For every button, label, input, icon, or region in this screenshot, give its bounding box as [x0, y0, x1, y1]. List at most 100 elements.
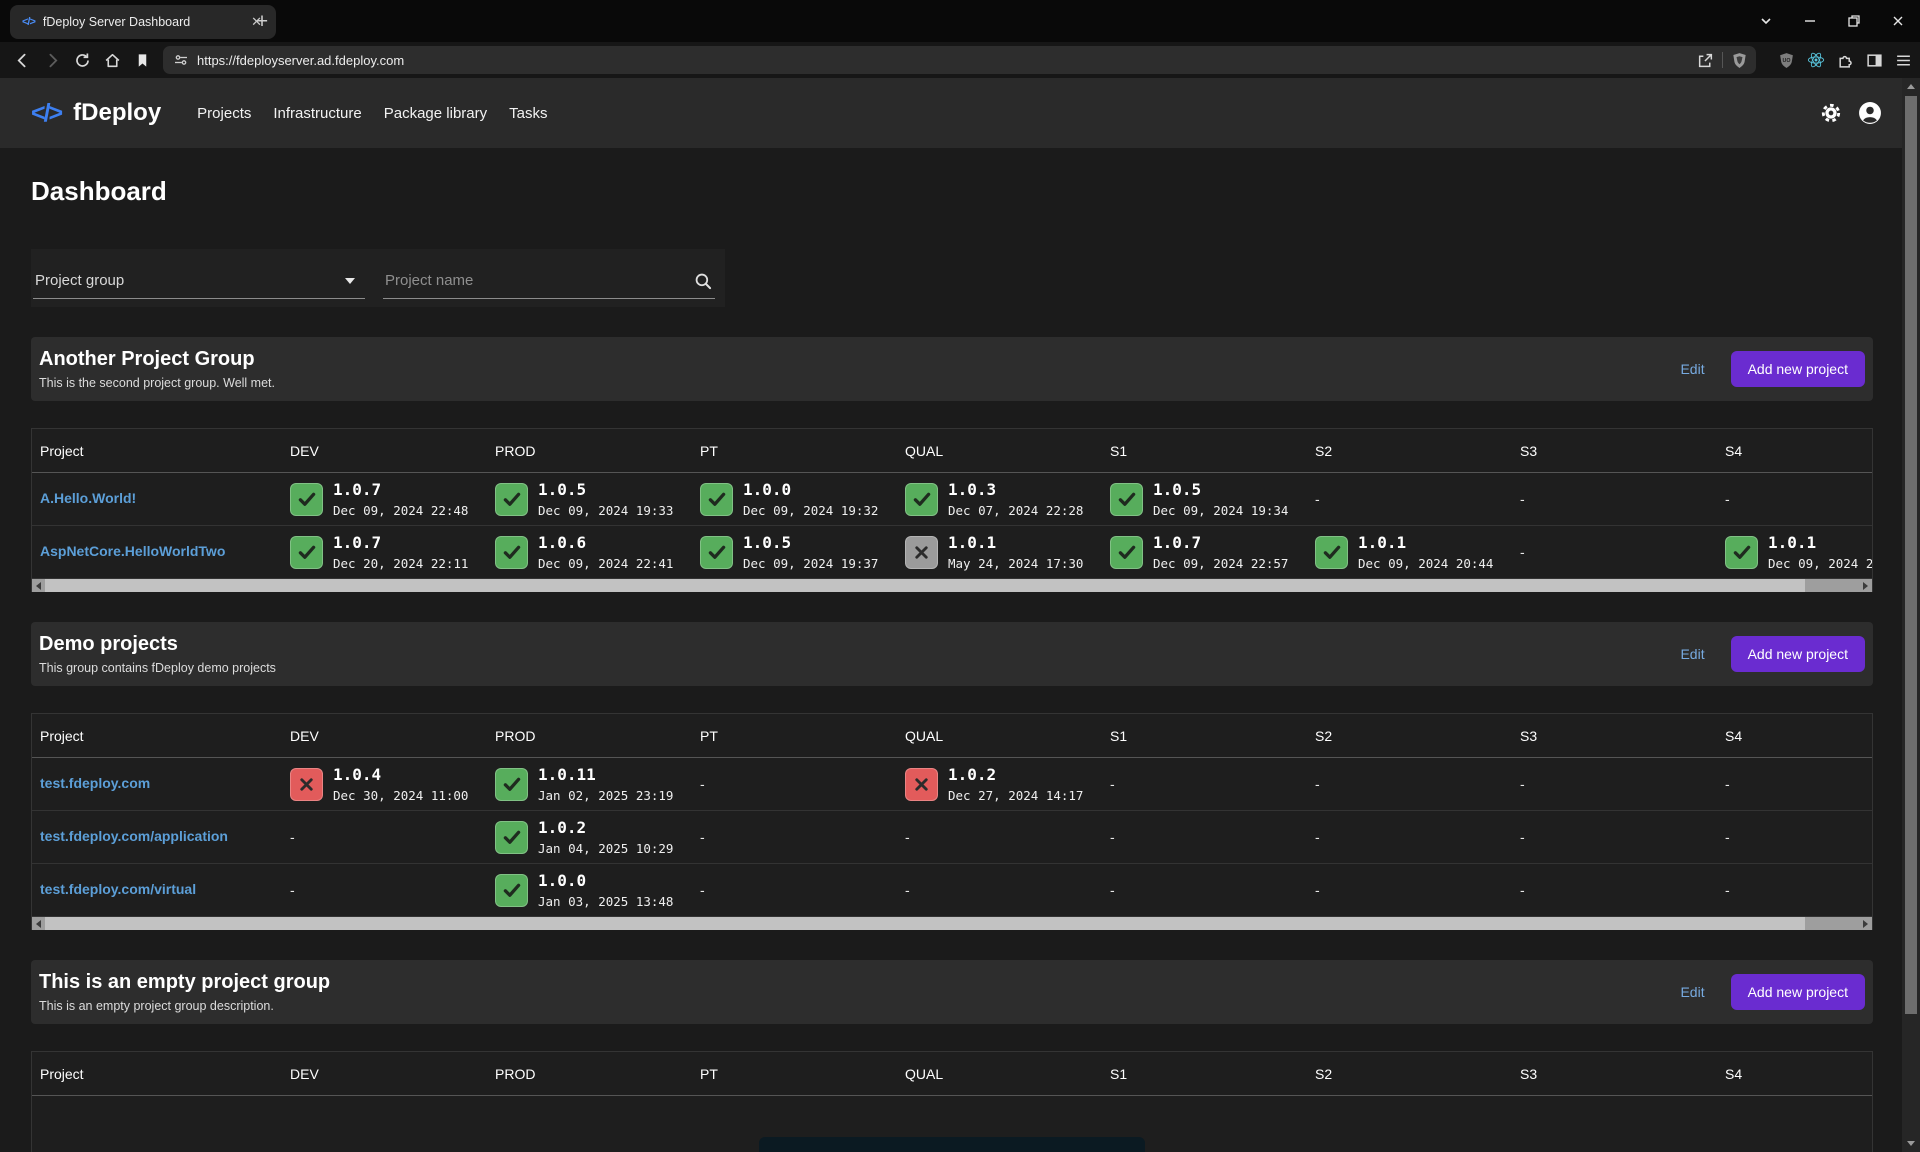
- page: </> fDeploy Projects Infrastructure Packag…: [0, 78, 1920, 1152]
- table-viewport: ProjectDEVPRODPTQUALS1S2S3S4 test.fdeplo…: [32, 714, 1872, 917]
- browser-toolbar: https://fdeployserver.ad.fdeploy.com UO: [0, 42, 1920, 78]
- status-icon: [495, 483, 528, 516]
- deploy-date: Dec 09, 2024 19:37: [743, 556, 878, 571]
- deploy-date: Jan 03, 2025 13:48: [538, 894, 673, 909]
- extensions-puzzle-icon[interactable]: [1837, 52, 1854, 69]
- edit-link[interactable]: Edit: [1680, 984, 1704, 1000]
- env-status-cell: -: [1725, 829, 1872, 845]
- deploy-date: Jan 04, 2025 10:29: [538, 841, 673, 856]
- env-status-cell: 1.0.5 Dec 09, 2024 19:37: [700, 533, 905, 571]
- scroll-up-arrow-icon[interactable]: [1907, 84, 1915, 89]
- scroll-left-arrow-icon[interactable]: [32, 579, 45, 592]
- url-bar[interactable]: https://fdeployserver.ad.fdeploy.com: [163, 46, 1756, 74]
- env-status-cell: -: [1520, 882, 1725, 898]
- edit-link[interactable]: Edit: [1680, 646, 1704, 662]
- nav-item-infrastructure[interactable]: Infrastructure: [273, 101, 361, 126]
- env-status-cell: 1.0.11 Jan 02, 2025 23:19: [495, 765, 700, 803]
- project-link[interactable]: test.fdeploy.com/application: [40, 828, 228, 844]
- column-header-s1: S1: [1110, 728, 1315, 744]
- project-group-select[interactable]: Project group: [33, 255, 365, 299]
- version-label: 1.0.0: [538, 871, 673, 890]
- url-text[interactable]: https://fdeployserver.ad.fdeploy.com: [197, 53, 1697, 68]
- sidebar-icon[interactable]: [1866, 52, 1883, 69]
- window-controls: [1744, 0, 1920, 42]
- scroll-right-arrow-icon[interactable]: [1859, 917, 1872, 930]
- column-header-pt: PT: [700, 1066, 905, 1082]
- close-window-button[interactable]: [1876, 0, 1920, 42]
- brand[interactable]: </> fDeploy: [31, 99, 161, 128]
- brave-shield-icon[interactable]: [1731, 52, 1748, 69]
- deploy-date: Dec 09, 2024 20:44: [1768, 556, 1872, 571]
- bookmark-icon[interactable]: [128, 46, 156, 74]
- column-header-project: Project: [40, 728, 290, 744]
- page-vertical-scrollbar[interactable]: [1902, 78, 1920, 1152]
- tab-list-chevron-icon[interactable]: [1744, 0, 1788, 42]
- nav-item-projects[interactable]: Projects: [197, 101, 251, 126]
- no-deployment-dash: -: [1725, 491, 1730, 507]
- minimize-button[interactable]: [1788, 0, 1832, 42]
- info-alert: [759, 1137, 1145, 1152]
- project-link[interactable]: AspNetCore.HelloWorldTwo: [40, 543, 225, 559]
- app-header: </> fDeploy Projects Infrastructure Packag…: [0, 78, 1920, 148]
- project-link[interactable]: A.Hello.World!: [40, 490, 136, 506]
- version-label: 1.0.4: [333, 765, 468, 784]
- table-horizontal-scrollbar[interactable]: [32, 917, 1872, 930]
- home-button[interactable]: [98, 46, 126, 74]
- env-status-cell: -: [1110, 776, 1315, 792]
- check-icon: [501, 488, 523, 510]
- browser-tab[interactable]: </> fDeploy Server Dashboard ✕: [10, 5, 276, 39]
- back-button[interactable]: [8, 46, 36, 74]
- site-permissions-icon[interactable]: [173, 52, 189, 68]
- status-icon: [1110, 483, 1143, 516]
- scroll-down-arrow-icon[interactable]: [1907, 1141, 1915, 1146]
- version-label: 1.0.7: [1153, 533, 1288, 552]
- env-status-cell: -: [1315, 829, 1520, 845]
- new-tab-button[interactable]: +: [248, 8, 276, 36]
- table-horizontal-scrollbar[interactable]: [32, 579, 1872, 592]
- status-icon: [700, 483, 733, 516]
- table-header-row: ProjectDEVPRODPTQUALS1S2S3S4: [32, 429, 1872, 473]
- version-label: 1.0.2: [538, 818, 673, 837]
- horizontal-scroll-thumb[interactable]: [45, 579, 1805, 592]
- column-header-s4: S4: [1725, 443, 1872, 459]
- column-header-s3: S3: [1520, 1066, 1725, 1082]
- nav-item-tasks[interactable]: Tasks: [509, 101, 547, 126]
- env-status-cell: -: [905, 829, 1110, 845]
- account-icon[interactable]: [1858, 101, 1882, 125]
- scroll-right-arrow-icon[interactable]: [1859, 579, 1872, 592]
- search-icon[interactable]: [693, 271, 713, 291]
- vertical-scroll-thumb[interactable]: [1905, 96, 1917, 1014]
- nav-item-package-library[interactable]: Package library: [384, 101, 487, 126]
- check-icon: [706, 488, 728, 510]
- project-group-label: Project group: [35, 272, 124, 289]
- add-new-project-button[interactable]: Add new project: [1731, 636, 1865, 672]
- env-status-cell: 1.0.2 Dec 27, 2024 14:17: [905, 765, 1110, 803]
- edit-link[interactable]: Edit: [1680, 361, 1704, 377]
- header-actions: [1820, 101, 1882, 125]
- check-icon: [1321, 541, 1343, 563]
- deployments-table: ProjectDEVPRODPTQUALS1S2S3S4: [31, 1051, 1873, 1152]
- menu-hamburger-icon[interactable]: [1895, 52, 1912, 69]
- x-icon: [297, 775, 316, 794]
- page-title: Dashboard: [31, 176, 1873, 207]
- column-header-pt: PT: [700, 728, 905, 744]
- scroll-left-arrow-icon[interactable]: [32, 917, 45, 930]
- env-status-cell: 1.0.1 May 24, 2024 17:30: [905, 533, 1110, 571]
- ublock-shield-icon[interactable]: UO: [1778, 52, 1795, 69]
- horizontal-scroll-thumb[interactable]: [45, 917, 1805, 930]
- react-devtools-icon[interactable]: [1807, 51, 1825, 69]
- add-new-project-button[interactable]: Add new project: [1731, 351, 1865, 387]
- share-icon[interactable]: [1697, 52, 1714, 69]
- project-name-search-field[interactable]: Project name: [383, 255, 715, 299]
- project-link[interactable]: test.fdeploy.com: [40, 775, 150, 791]
- settings-gear-icon[interactable]: [1820, 102, 1842, 124]
- restore-button[interactable]: [1832, 0, 1876, 42]
- add-new-project-button[interactable]: Add new project: [1731, 974, 1865, 1010]
- group-title: Demo projects: [39, 633, 276, 656]
- forward-button[interactable]: [38, 46, 66, 74]
- column-header-s4: S4: [1725, 1066, 1872, 1082]
- env-status-cell: 1.0.1 Dec 09, 2024 20:44: [1315, 533, 1520, 571]
- reload-button[interactable]: [68, 46, 96, 74]
- project-link[interactable]: test.fdeploy.com/virtual: [40, 881, 196, 897]
- divider: [1722, 52, 1723, 68]
